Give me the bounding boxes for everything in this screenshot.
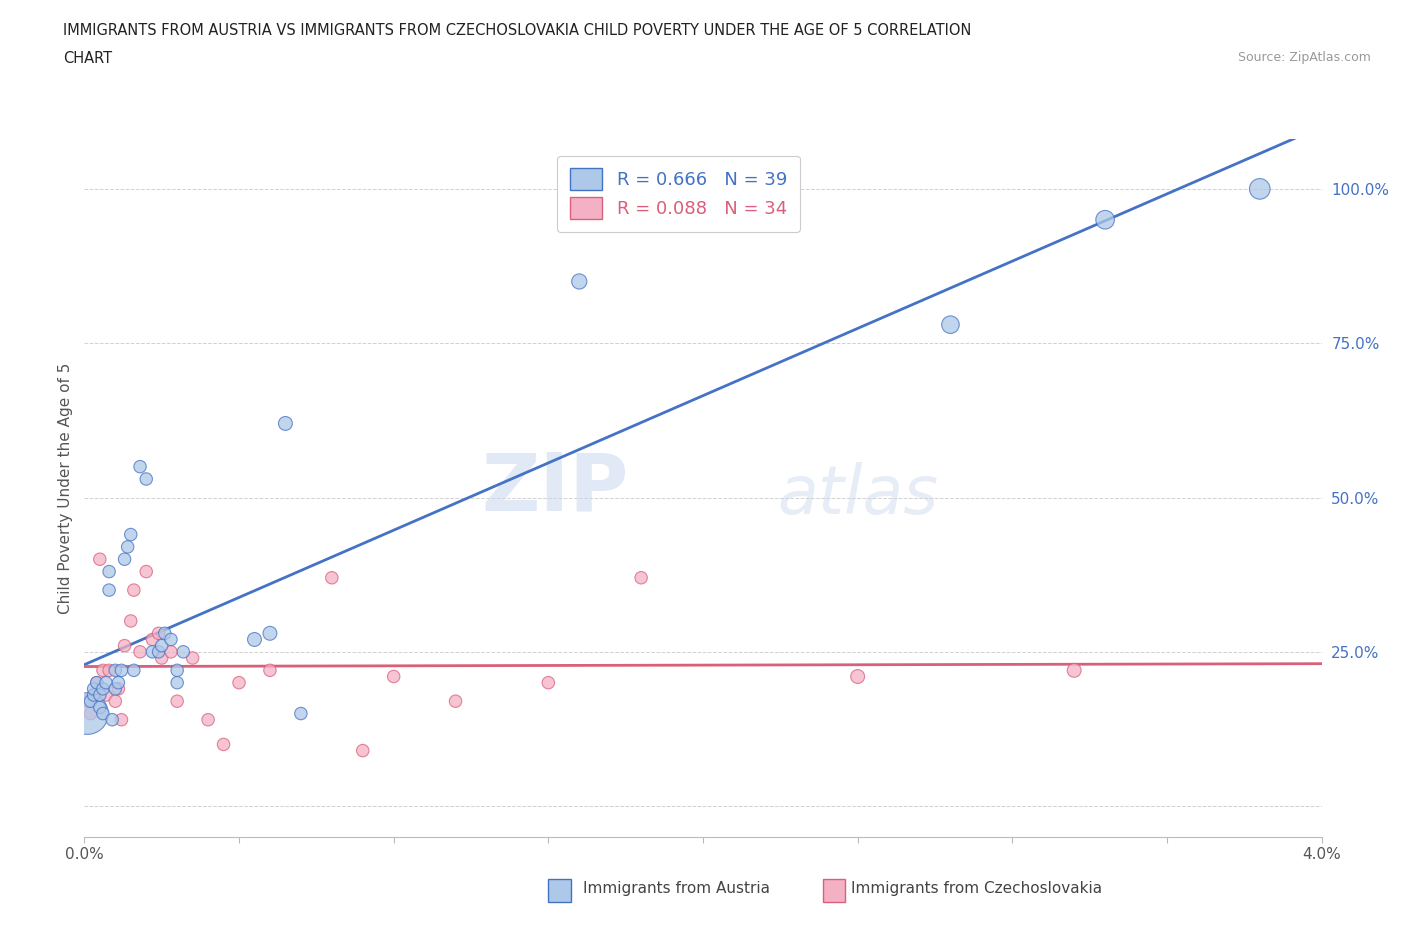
Point: [107, 675, 129, 690]
Point: [172, 644, 194, 659]
Point: [101, 712, 124, 727]
Point: [86, 675, 108, 690]
Point: [166, 663, 188, 678]
Point: [89, 687, 111, 702]
Text: IMMIGRANTS FROM AUSTRIA VS IMMIGRANTS FROM CZECHOSLOVAKIA CHILD POVERTY UNDER TH: IMMIGRANTS FROM AUSTRIA VS IMMIGRANTS FR…: [63, 23, 972, 38]
Point: [537, 675, 560, 690]
Point: [91, 682, 114, 697]
Text: atlas: atlas: [778, 462, 938, 528]
Point: [150, 638, 173, 653]
Point: [160, 632, 183, 647]
Text: Immigrants from Czechoslovakia: Immigrants from Czechoslovakia: [851, 881, 1102, 896]
Point: [120, 527, 142, 542]
Point: [104, 682, 127, 697]
Point: [83, 687, 105, 702]
Point: [94, 687, 117, 702]
Point: [89, 700, 111, 715]
Point: [228, 675, 250, 690]
Point: [321, 570, 343, 585]
Text: CHART: CHART: [63, 51, 112, 66]
Point: [259, 626, 281, 641]
Point: [89, 551, 111, 566]
Point: [939, 317, 962, 332]
Point: [114, 638, 136, 653]
Point: [148, 626, 170, 641]
Point: [243, 632, 266, 647]
Point: [104, 663, 127, 678]
Point: [129, 644, 152, 659]
Point: [153, 626, 176, 641]
Point: [166, 675, 188, 690]
Point: [76, 694, 98, 709]
Point: [135, 472, 157, 486]
Point: [117, 539, 139, 554]
Point: [382, 669, 405, 684]
Point: [120, 614, 142, 629]
Point: [86, 675, 108, 690]
Point: [1094, 212, 1116, 227]
Point: [166, 694, 188, 709]
Point: [79, 694, 101, 709]
Y-axis label: Child Poverty Under the Age of 5: Child Poverty Under the Age of 5: [58, 363, 73, 614]
Point: [141, 644, 163, 659]
Point: [110, 712, 132, 727]
Legend: R = 0.666   N = 39, R = 0.088   N = 34: R = 0.666 N = 39, R = 0.088 N = 34: [557, 155, 800, 232]
Point: [91, 706, 114, 721]
Text: ZIP: ZIP: [481, 449, 628, 527]
Point: [444, 694, 467, 709]
Point: [110, 663, 132, 678]
Point: [79, 706, 101, 721]
Point: [76, 706, 98, 721]
FancyBboxPatch shape: [548, 879, 571, 902]
FancyBboxPatch shape: [823, 879, 845, 902]
Point: [129, 459, 152, 474]
Point: [98, 583, 121, 598]
Point: [352, 743, 374, 758]
Point: [104, 694, 127, 709]
Text: Immigrants from Austria: Immigrants from Austria: [583, 881, 770, 896]
Point: [83, 687, 105, 702]
Point: [1063, 663, 1085, 678]
Point: [274, 416, 297, 431]
Point: [94, 675, 117, 690]
Point: [212, 737, 235, 751]
Point: [148, 644, 170, 659]
Point: [1249, 181, 1271, 196]
Point: [290, 706, 312, 721]
Point: [114, 551, 136, 566]
Point: [107, 682, 129, 697]
Point: [181, 651, 204, 666]
Point: [630, 570, 652, 585]
Point: [122, 663, 145, 678]
Point: [83, 682, 105, 697]
Text: Source: ZipAtlas.com: Source: ZipAtlas.com: [1237, 51, 1371, 64]
Point: [98, 565, 121, 579]
Point: [98, 663, 121, 678]
Point: [135, 565, 157, 579]
Point: [846, 669, 869, 684]
Point: [122, 583, 145, 598]
Point: [91, 663, 114, 678]
Point: [197, 712, 219, 727]
Point: [568, 274, 591, 289]
Point: [160, 644, 183, 659]
Point: [150, 651, 173, 666]
Point: [141, 632, 163, 647]
Point: [259, 663, 281, 678]
